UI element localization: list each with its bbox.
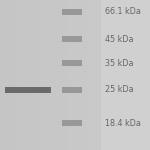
Text: 25 kDa: 25 kDa [105, 85, 134, 94]
Text: 35 kDa: 35 kDa [105, 58, 134, 68]
Bar [62, 9, 82, 15]
Bar [5, 87, 51, 93]
Bar [62, 36, 82, 42]
Text: 66.1 kDa: 66.1 kDa [105, 8, 141, 16]
Bar [62, 60, 82, 66]
Bar [62, 120, 82, 126]
Bar [62, 87, 82, 93]
Text: 18.4 kDa: 18.4 kDa [105, 118, 141, 127]
Text: 45 kDa: 45 kDa [105, 34, 134, 43]
